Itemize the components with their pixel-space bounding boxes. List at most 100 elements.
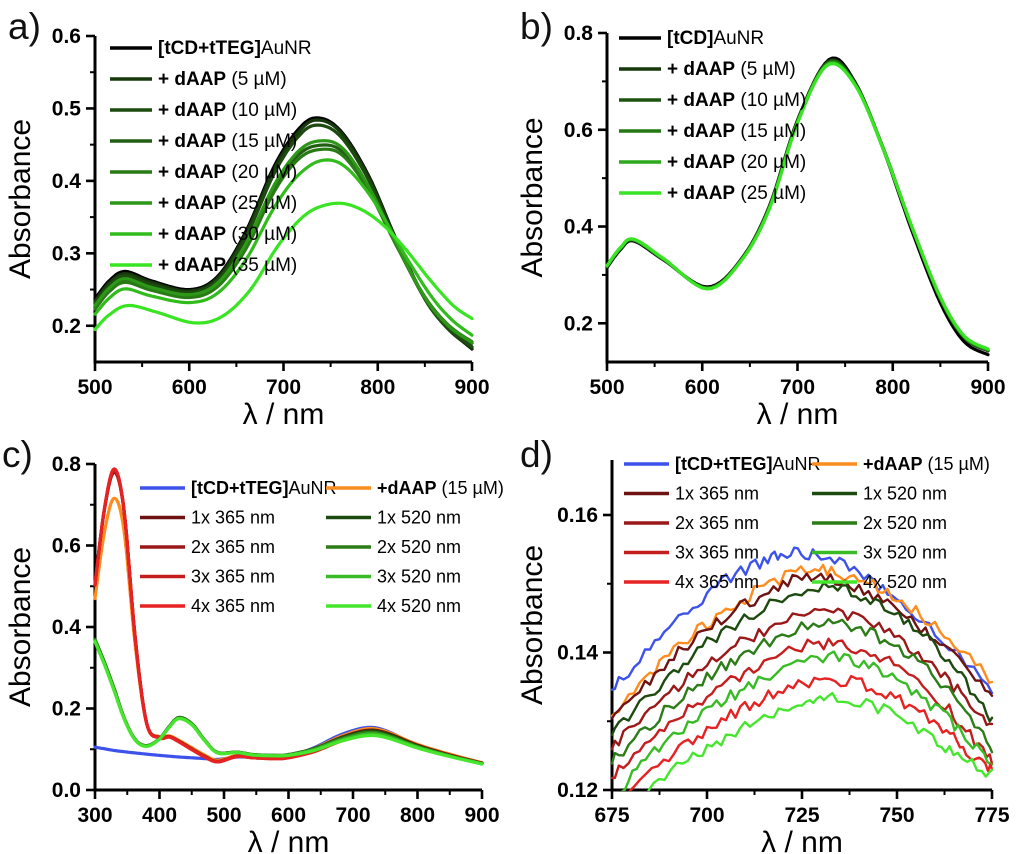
series-1x 520 nm <box>610 581 994 737</box>
legend-label: + dAAP (15 µM) <box>158 131 297 152</box>
legend-label: + dAAP (35 µM) <box>158 255 297 276</box>
chart-b-absorbance-vs-wavelength: 500 600 700 800 900 0.2 0.4 0.6 0.8 λ / nm Absorba… <box>516 22 1006 430</box>
legend-label: 3x 520 nm <box>377 567 461 587</box>
x-tick-label: 500 <box>206 804 241 827</box>
legend-label: 4x 365 nm <box>191 596 275 616</box>
legend-label: +dAAP (15 µM) <box>377 478 504 498</box>
series-group <box>610 546 994 791</box>
chart-a-absorbance-vs-wavelength: 500 600 700 800 900 0.2 0.3 0.4 0.5 0.6 λ / nm Abso… <box>4 25 490 430</box>
y-tick-label: 0.5 <box>52 97 82 120</box>
y-tick-label: 0.4 <box>52 616 82 639</box>
series-group <box>605 56 990 357</box>
legend-label: 3x 520 nm <box>863 543 947 563</box>
legend-label: 2x 365 nm <box>191 537 275 557</box>
series-+ dAAP (30 µM) <box>93 158 474 337</box>
x-axis-label: λ / nm <box>243 398 325 430</box>
legend-label: + dAAP (10 µM) <box>158 100 297 121</box>
legend-label: 4x 520 nm <box>377 596 461 616</box>
legend-label: + dAAP (5 µM) <box>667 59 796 80</box>
series-2x 365 nm <box>610 607 994 751</box>
series-group <box>93 116 474 351</box>
x-tick-label: 725 <box>784 804 819 827</box>
y-tick-label: 0.14 <box>557 642 598 665</box>
series-+ dAAP (25 µM) <box>605 62 990 351</box>
legend-label: + dAAP (20 µM) <box>667 152 806 173</box>
panel-label-a: a) <box>8 6 41 47</box>
legend-label: 1x 520 nm <box>377 508 461 528</box>
series-group <box>93 467 484 766</box>
legend-label: 3x 365 nm <box>191 567 275 587</box>
legend-label: [tCD+tTEG]AuNR <box>191 478 337 498</box>
legend-label: + dAAP (25 µM) <box>158 193 297 214</box>
panel-label-d: d) <box>520 434 553 475</box>
series-3x 520 nm <box>620 650 994 791</box>
chart-c-absorbance-vs-wavelength: 300 400 500 600 700 800 900 0.0 0.2 0.4 0.6 0.8 λ / … <box>4 453 504 854</box>
legend-label: + dAAP (25 µM) <box>667 183 806 204</box>
series-+dAAP (15 µM) <box>610 563 994 717</box>
legend-label: + dAAP (20 µM) <box>158 162 297 183</box>
y-axis-label: Absorbance <box>516 117 549 277</box>
x-axis-label: λ / nm <box>761 826 843 854</box>
x-tick-label: 700 <box>780 376 815 399</box>
x-tick-label: 750 <box>879 804 914 827</box>
y-tick-label: 0.12 <box>557 779 598 802</box>
y-axis-label: Absorbance <box>516 545 549 705</box>
y-tick-label: 0.16 <box>557 504 598 527</box>
legend-label: + dAAP (30 µM) <box>158 224 297 245</box>
series-2x 520 nm <box>610 617 994 765</box>
legend-label: [tCD]AuNR <box>667 28 764 49</box>
legend-label: [tCD+tTEG]AuNR <box>675 454 821 474</box>
y-tick-label: 0.2 <box>52 315 81 338</box>
panel-c: c) 300 400 500 600 700 800 900 0.0 0.2 0.4 0.6 0.8 λ… <box>0 430 512 854</box>
x-tick-label: 600 <box>172 376 207 399</box>
x-tick-label: 700 <box>335 804 370 827</box>
x-axis-label: λ / nm <box>757 398 839 430</box>
x-tick-label: 700 <box>689 804 724 827</box>
legend-label: + dAAP (15 µM) <box>667 121 806 142</box>
legend-label: 4x 365 nm <box>675 572 759 592</box>
x-tick-label: 500 <box>77 376 112 399</box>
y-axis-label: Absorbance <box>4 547 37 707</box>
legend-label: + dAAP (10 µM) <box>667 90 806 111</box>
x-axis-label: λ / nm <box>248 826 330 854</box>
series-+ dAAP (25 µM) <box>93 139 474 344</box>
legend-label: 1x 365 nm <box>675 484 759 504</box>
x-tick-label: 600 <box>685 376 720 399</box>
y-tick-label: 0.6 <box>52 535 81 558</box>
panel-a: a) 500 600 700 800 900 0.2 0.3 0.4 0.5 0.6 λ / nm A… <box>0 0 512 430</box>
y-tick-label: 0.0 <box>52 779 81 802</box>
x-tick-label: 800 <box>875 376 910 399</box>
y-tick-label: 0.4 <box>52 170 82 193</box>
x-tick-label: 775 <box>974 804 1009 827</box>
y-tick-label: 0.6 <box>564 119 593 142</box>
y-tick-label: 0.6 <box>52 25 81 48</box>
legend-label: 1x 365 nm <box>191 508 275 528</box>
legend-label: 2x 520 nm <box>377 537 461 557</box>
series-4x 520 nm <box>647 691 994 791</box>
panel-b: b) 500 600 700 800 900 0.2 0.4 0.6 0.8 λ / nm Abso… <box>512 0 1024 430</box>
y-tick-label: 0.8 <box>564 22 594 45</box>
legend-label: + dAAP (5 µM) <box>158 69 287 90</box>
panel-d: d) 675 700 725 750 775 0.12 0.14 0.16 λ / nm Abso… <box>512 430 1024 854</box>
y-tick-label: 0.3 <box>52 242 81 265</box>
legend-label: 3x 365 nm <box>675 543 759 563</box>
x-tick-label: 900 <box>454 376 489 399</box>
x-tick-label: 700 <box>266 376 301 399</box>
legend-label: 2x 520 nm <box>863 513 947 533</box>
x-tick-label: 500 <box>589 376 624 399</box>
series-[tCD+tTEG]AuNR <box>610 546 994 695</box>
y-tick-label: 0.2 <box>564 312 593 335</box>
x-tick-label: 800 <box>360 376 395 399</box>
y-tick-label: 0.4 <box>564 216 594 239</box>
x-tick-label: 600 <box>271 804 306 827</box>
legend-label: 2x 365 nm <box>675 513 759 533</box>
x-tick-label: 675 <box>594 804 629 827</box>
x-tick-label: 900 <box>464 804 499 827</box>
x-tick-label: 300 <box>77 804 112 827</box>
series-4x 365 nm <box>628 674 994 791</box>
legend-label: [tCD+tTEG]AuNR <box>158 38 312 59</box>
x-tick-label: 900 <box>970 376 1005 399</box>
legend-label: 1x 520 nm <box>863 484 947 504</box>
panel-label-b: b) <box>520 6 553 47</box>
series-4x 520 nm <box>93 640 484 766</box>
